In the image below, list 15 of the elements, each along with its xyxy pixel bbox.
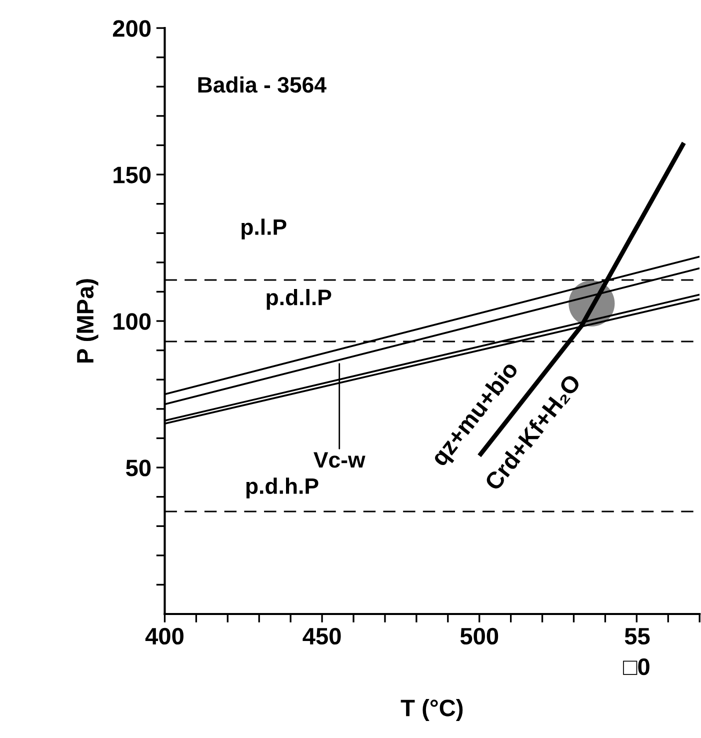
x-tick-label: 55 □0 [623,628,650,676]
annotation: Vc-w [314,452,366,468]
y-tick-label: 150 [114,166,151,184]
annotation: p.d.l.P [266,288,332,310]
x-tick-label: 500 [460,628,498,645]
annotation: p.l.P [242,218,286,240]
text: Badia - 3564 [198,76,326,93]
y-tick-label: 200 [112,20,151,37]
y-tick-label: 50 [126,460,151,476]
x-tick-label: 400 [145,628,184,645]
y-tick-label: 100 [114,313,151,330]
annotation: p.d.h.P [246,478,318,498]
y-axis-title: P (MPa) [76,279,98,363]
x-axis-title: T (°C) [400,698,463,721]
x-tick-label: 450 [302,628,341,645]
